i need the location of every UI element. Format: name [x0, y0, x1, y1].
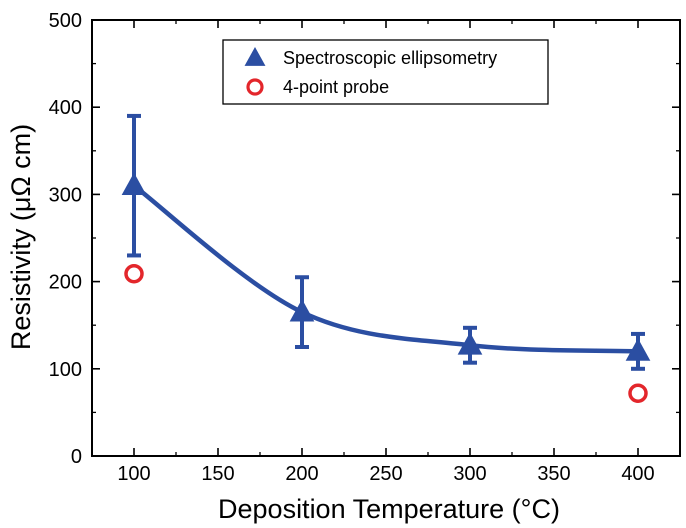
legend-box: [222, 39, 549, 105]
y-tick-label: 400: [49, 97, 82, 119]
x-tick-label: 300: [453, 463, 486, 485]
circle-data-point: [628, 383, 648, 403]
legend-label: 4-point probe: [283, 77, 389, 97]
y-axis-title: Resistivity (μΩ cm): [6, 124, 36, 350]
fit-curve-line: [131, 183, 641, 354]
y-tick-label: 300: [49, 184, 82, 206]
circle-data-point: [124, 264, 144, 284]
legend: Spectroscopic ellipsometry 4-point probe: [222, 39, 549, 105]
y-tick-label: 200: [49, 272, 82, 294]
x-tick-label: 250: [369, 463, 402, 485]
y-tick-label: 0: [71, 446, 82, 468]
x-tick-label: 150: [201, 463, 234, 485]
x-tick-label: 200: [285, 463, 318, 485]
ticks-group: 100 150 200 250 300 350 400 0 100 200 300 400 500: [49, 10, 680, 485]
legend-triangle-icon: [244, 47, 266, 66]
data-marks-group: [121, 113, 651, 403]
x-tick-label: 100: [117, 463, 150, 485]
legend-label: Spectroscopic ellipsometry: [283, 48, 497, 68]
triangle-data-point: [625, 338, 651, 361]
triangle-data-point: [121, 172, 147, 196]
fit-curve-group: [131, 183, 641, 354]
y-tick-label: 500: [49, 10, 82, 32]
x-tick-label: 350: [537, 463, 570, 485]
triangle-data-point: [457, 332, 483, 355]
x-axis-title: Deposition Temperature (°C): [218, 494, 560, 524]
triangle-data-point: [289, 299, 315, 322]
legend-circle-icon: [246, 78, 264, 96]
x-tick-label: 400: [621, 463, 654, 485]
y-tick-label: 100: [49, 359, 82, 381]
